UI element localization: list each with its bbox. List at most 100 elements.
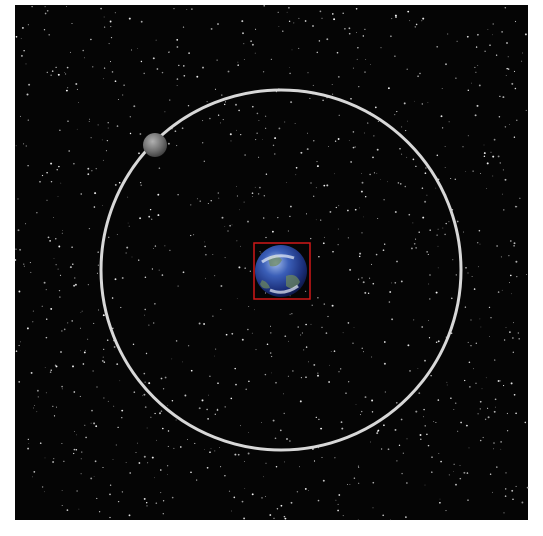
star [154,303,155,304]
star [313,85,314,86]
star [367,122,368,123]
star [76,435,77,436]
star [129,18,131,20]
star [96,498,97,499]
star [168,430,169,431]
star [204,246,205,247]
star [422,103,423,104]
star [153,57,155,59]
star [513,245,515,247]
star [428,445,430,447]
star [39,181,41,183]
star [431,456,433,458]
star [317,52,319,54]
star [15,249,16,250]
star [202,67,204,69]
star [52,70,54,72]
star [209,118,211,120]
star [455,484,457,486]
star [383,199,384,200]
star [507,430,508,431]
star [481,327,482,328]
star [138,152,140,154]
star [307,148,309,150]
star [32,477,33,478]
star [234,368,235,369]
star [372,283,374,285]
star [468,135,469,136]
star [495,407,496,408]
star [91,170,92,171]
star [168,52,169,53]
star [244,461,245,462]
star [94,192,96,194]
star [259,187,261,189]
star [224,104,225,105]
star [498,155,500,157]
star [429,229,431,231]
star [380,179,381,180]
star [414,243,416,245]
star [109,494,111,496]
star [147,428,148,429]
star [326,332,328,334]
star [237,64,239,66]
star [281,505,283,507]
star [151,219,152,220]
star [180,446,182,448]
star [447,382,448,383]
star [452,259,453,260]
star [415,247,416,248]
star [276,466,277,467]
star [209,376,211,378]
star [177,85,178,86]
star [348,237,349,238]
star [255,53,256,54]
star [467,472,469,474]
star [323,185,325,187]
star [207,467,209,469]
star [312,305,313,306]
star [116,363,118,365]
star [334,457,335,458]
star [415,239,416,240]
star [44,491,45,492]
star [289,216,290,217]
star [353,131,355,133]
star [67,67,69,69]
star [143,394,145,396]
star [522,53,523,54]
star [409,20,410,21]
star [516,120,517,121]
star [230,133,232,135]
star [387,181,388,182]
star [21,55,23,57]
star [30,262,31,263]
star [42,306,43,307]
star [361,173,362,174]
star [85,437,87,439]
star [440,499,441,500]
star [381,448,382,449]
star [70,266,72,268]
star [72,263,73,264]
star [121,410,123,412]
star [477,413,478,414]
star [332,305,334,307]
star [133,344,134,345]
star [258,157,259,158]
star [284,122,285,123]
star [188,105,189,106]
star [68,150,70,152]
star [40,442,42,444]
star [514,242,516,244]
star [469,386,470,387]
star [273,145,274,146]
star [475,72,476,73]
star [77,89,78,90]
star [248,306,249,307]
star [244,154,246,156]
star [328,381,330,383]
star [172,497,174,499]
star [433,421,434,422]
